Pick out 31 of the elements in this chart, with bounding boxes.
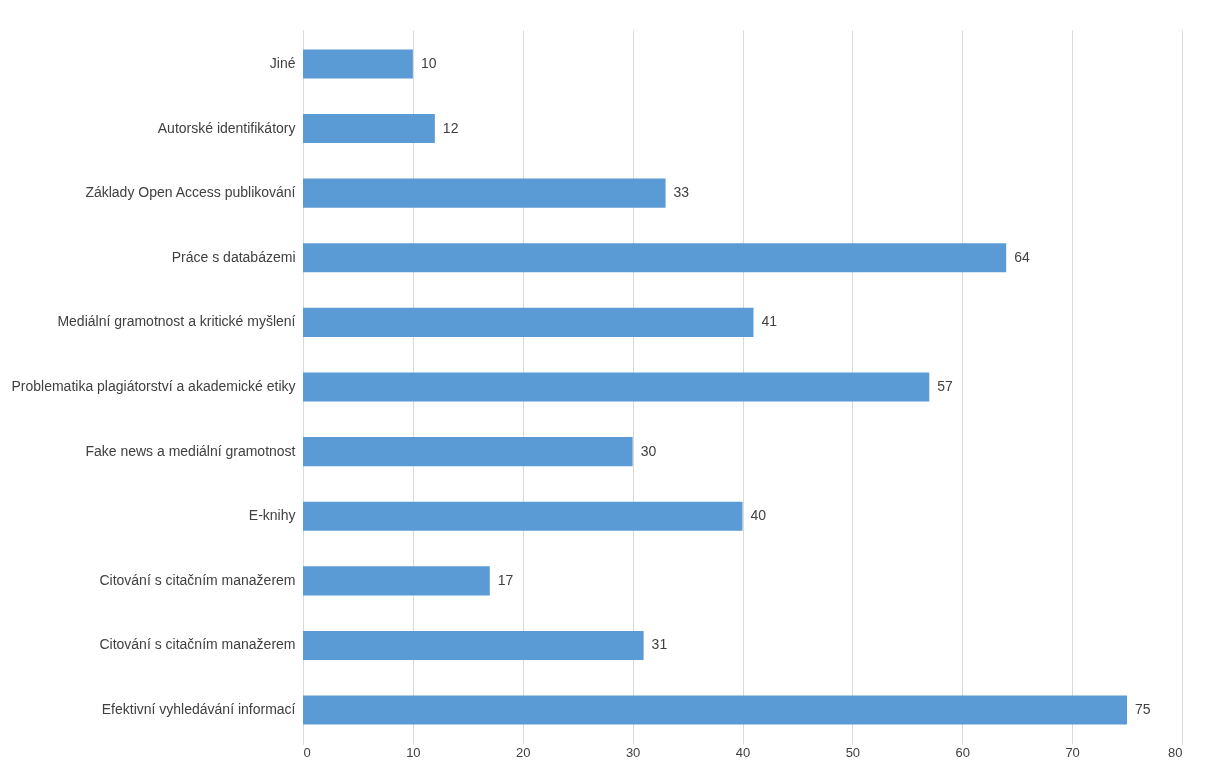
y-tick-label: Mediální gramotnost a kritické myšlení	[57, 313, 296, 330]
data-label: 64	[1014, 248, 1030, 265]
x-tick-label: 10	[406, 744, 421, 760]
x-tick-label: 0	[303, 744, 311, 760]
y-tick-label: E-knihy	[248, 507, 296, 524]
y-tick-label: Citování s citačním manažerem	[99, 571, 296, 588]
y-tick-label: Základy Open Access publikování	[85, 184, 296, 201]
x-tick-label: 30	[625, 744, 641, 760]
data-label: 10	[420, 54, 437, 71]
data-label: 31	[651, 636, 668, 653]
data-label: 12	[442, 119, 459, 136]
data-label: 57	[937, 378, 954, 394]
x-tick-label: 40	[735, 744, 751, 760]
data-label: 40	[750, 507, 767, 524]
y-tick-label: Problematika plagiátorství a akademické etiky	[11, 378, 296, 394]
y-tick-label: Autorské identifikátory	[157, 119, 296, 136]
data-label: 17	[497, 571, 514, 588]
y-tick-label: Práce s databázemi	[171, 248, 296, 265]
data-label: 33	[673, 184, 690, 201]
y-tick-label: Fake news a mediální gramotnost	[85, 442, 296, 459]
y-tick-label: Citování s citačním manažerem	[99, 636, 296, 653]
x-tick-label: 50	[845, 744, 861, 760]
x-tick-label: 70	[1065, 744, 1080, 760]
data-label: 41	[761, 313, 778, 330]
y-tick-label: Efektivní vyhledávání informací	[101, 701, 296, 718]
x-tick-label: 20	[516, 744, 531, 760]
data-label: 30	[640, 442, 657, 459]
x-tick-label: 80	[1168, 744, 1183, 760]
x-tick-label: 60	[955, 744, 970, 760]
data-label: 75	[1135, 701, 1151, 718]
y-tick-label: Jiné	[269, 54, 296, 71]
